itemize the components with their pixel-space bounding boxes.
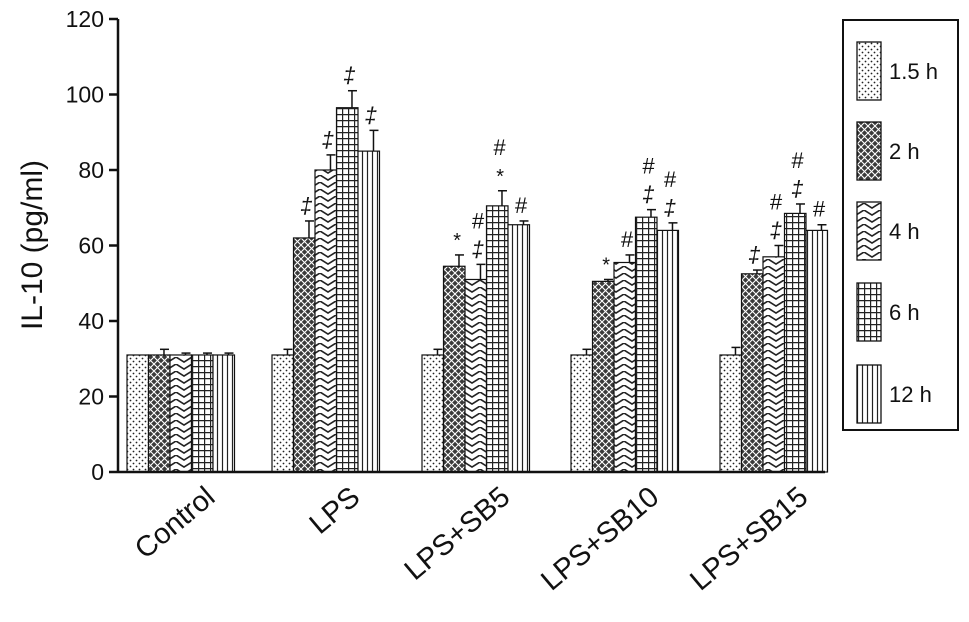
significance-mark: ‡ bbox=[642, 182, 654, 207]
significance-mark: # bbox=[621, 227, 634, 252]
x-tick-label: LPS+SB5 bbox=[399, 481, 517, 587]
legend-swatch bbox=[856, 41, 882, 101]
x-tick-label: LPS+SB10 bbox=[535, 481, 665, 597]
significance-mark: # bbox=[642, 154, 655, 179]
significance-mark: * bbox=[452, 230, 461, 252]
bar bbox=[783, 212, 807, 473]
y-tick-label: 40 bbox=[78, 308, 104, 334]
bar bbox=[126, 354, 150, 473]
y-tick-label: 60 bbox=[78, 233, 104, 259]
bar bbox=[613, 261, 637, 473]
y-axis-label: IL-10 (pg/ml) bbox=[16, 160, 49, 330]
significance-mark: ‡ bbox=[791, 176, 803, 201]
y-tick-label: 0 bbox=[91, 459, 104, 485]
legend-swatch bbox=[856, 282, 882, 342]
bar bbox=[719, 354, 743, 473]
bar bbox=[740, 273, 764, 473]
significance-mark: # bbox=[472, 208, 485, 233]
bar bbox=[190, 354, 214, 473]
y-tick-label: 120 bbox=[66, 6, 104, 32]
significance-mark: ‡ bbox=[322, 127, 334, 152]
legend-swatch bbox=[856, 121, 882, 181]
bar bbox=[570, 354, 594, 473]
legend-swatch bbox=[856, 201, 882, 261]
bar bbox=[507, 224, 531, 473]
bar bbox=[464, 278, 488, 473]
significance-mark: # bbox=[493, 135, 506, 160]
significance-mark: # bbox=[770, 190, 783, 215]
legend: 1.5 h 2 h 4 h 6 h 12 h bbox=[842, 19, 959, 431]
significance-mark: ‡ bbox=[343, 63, 355, 88]
bar bbox=[634, 216, 658, 473]
significance-mark: ‡ bbox=[472, 236, 484, 261]
bar bbox=[442, 265, 466, 473]
significance-mark: # bbox=[664, 167, 677, 192]
bar bbox=[169, 354, 193, 473]
significance-mark: # bbox=[813, 197, 826, 222]
y-tick-label: 20 bbox=[78, 384, 104, 410]
bar bbox=[357, 150, 381, 473]
significance-mark: ‡ bbox=[300, 193, 312, 218]
bar bbox=[485, 205, 509, 473]
legend-label: 2 h bbox=[889, 139, 920, 164]
significance-mark: # bbox=[515, 193, 528, 218]
bar bbox=[656, 229, 680, 473]
bar bbox=[335, 107, 359, 473]
significance-mark: * bbox=[495, 166, 504, 188]
bar bbox=[147, 354, 171, 473]
legend-label: 6 h bbox=[889, 300, 920, 325]
y-tick-label: 80 bbox=[78, 157, 104, 183]
legend-label: 1.5 h bbox=[889, 59, 938, 84]
legend-label: 4 h bbox=[889, 219, 920, 244]
significance-mark: # bbox=[791, 148, 804, 173]
bar bbox=[421, 354, 445, 473]
bar bbox=[271, 354, 295, 473]
significance-mark: ‡ bbox=[748, 242, 760, 267]
bar bbox=[805, 229, 829, 473]
significance-mark: ‡ bbox=[365, 102, 377, 127]
x-tick-label: LPS+SB15 bbox=[684, 481, 814, 597]
significance-mark: ‡ bbox=[664, 195, 676, 220]
bar bbox=[762, 256, 786, 473]
legend-swatch bbox=[856, 364, 882, 424]
bar bbox=[292, 237, 316, 473]
bar bbox=[591, 280, 615, 473]
legend-label: 12 h bbox=[889, 382, 932, 407]
y-tick-label: 100 bbox=[66, 82, 104, 108]
bar bbox=[212, 354, 236, 473]
x-tick-label: Control bbox=[129, 481, 221, 566]
plot-area: 0 20 40 60 80 100 120 ‡ * * ‡ ‡ # ‡ # # ‡ ‡ # * # ‡ # ‡ ‡ # # ‡ # Con… bbox=[66, 6, 829, 597]
bar bbox=[314, 169, 338, 473]
significance-mark: * bbox=[601, 254, 610, 276]
significance-mark: ‡ bbox=[770, 218, 782, 243]
x-tick-label: LPS bbox=[304, 481, 367, 541]
